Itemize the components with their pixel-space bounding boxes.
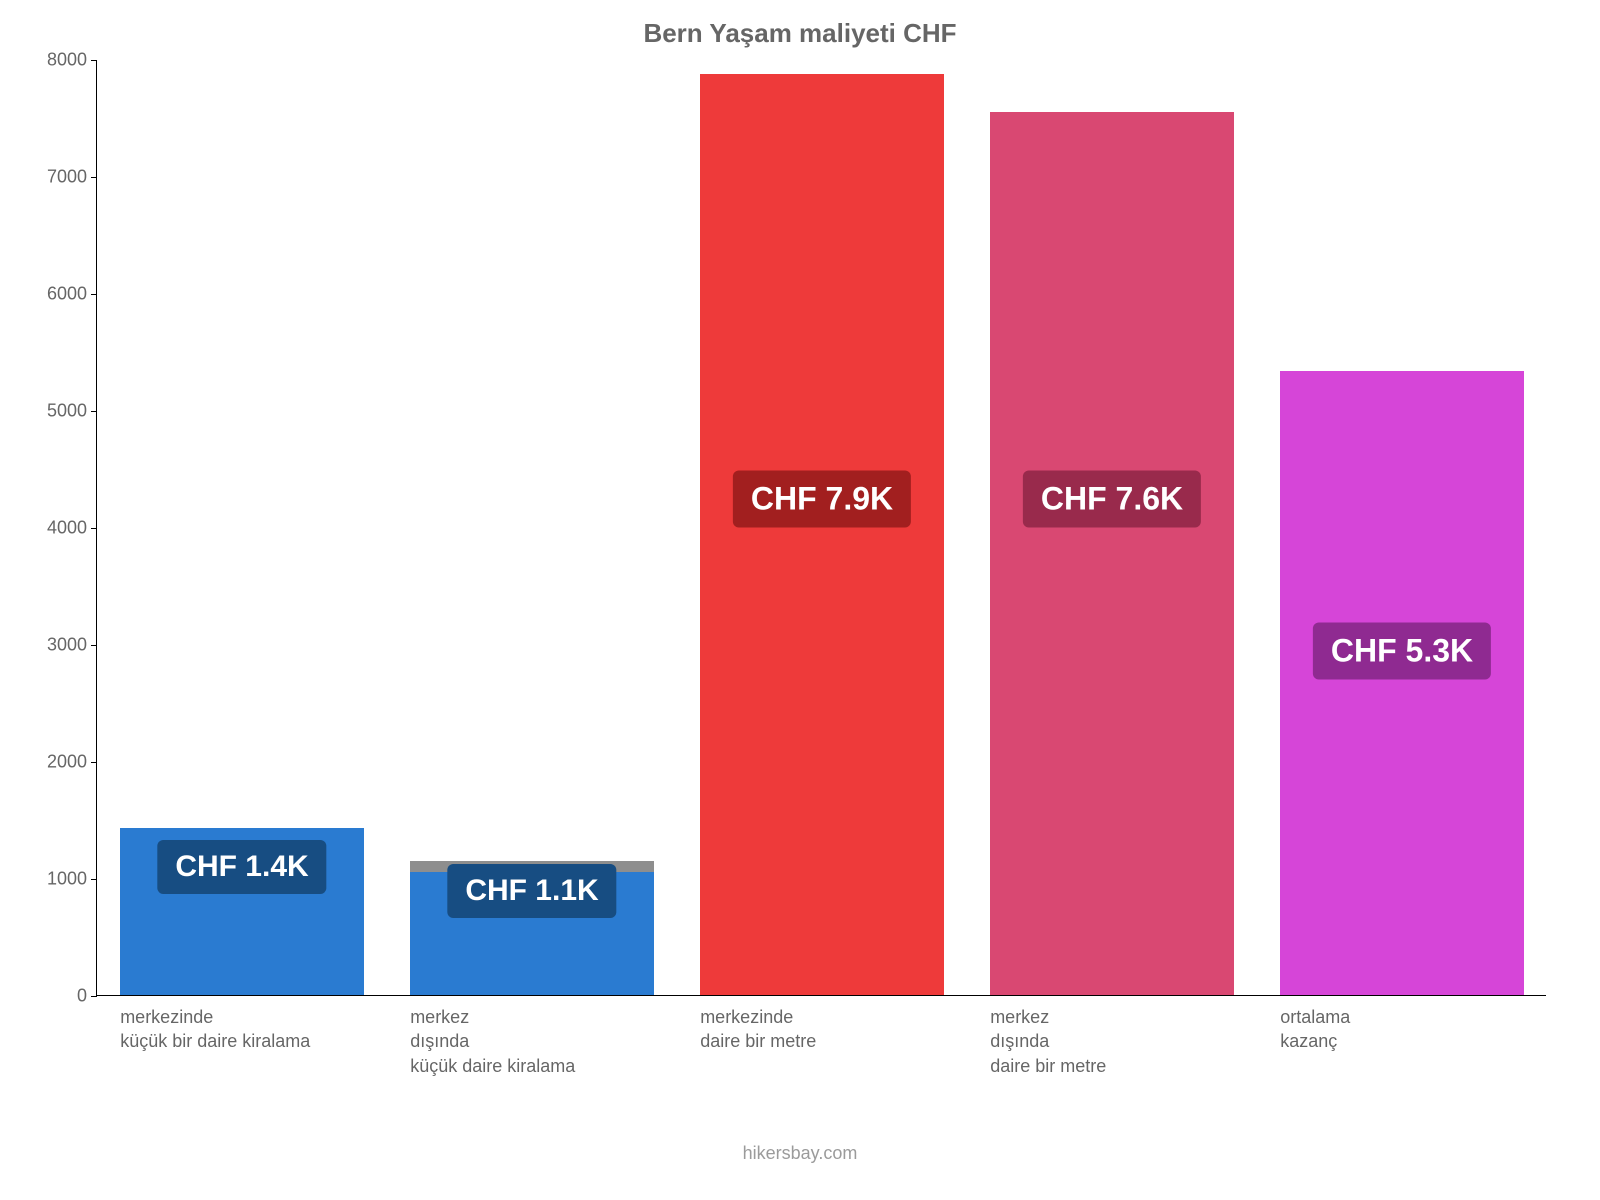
x-axis-label: merkezdışındaküçük daire kiralama [410,1005,575,1078]
bar [990,112,1234,995]
y-tick-mark [91,762,97,763]
y-tick-mark [91,411,97,412]
x-axis-label-line: daire bir metre [700,1029,816,1053]
x-axis-label: ortalamakazanç [1280,1005,1350,1054]
x-axis-label-line: küçük daire kiralama [410,1054,575,1078]
y-tick-label: 5000 [47,401,87,422]
x-axis-label-line: kazanç [1280,1029,1350,1053]
x-axis-label-line: daire bir metre [990,1054,1106,1078]
y-tick-mark [91,879,97,880]
x-axis-label-line: merkez [990,1005,1106,1029]
y-tick-mark [91,996,97,997]
y-tick-label: 3000 [47,635,87,656]
bar-value-label: CHF 7.6K [1023,470,1201,527]
x-axis-label: merkezindeküçük bir daire kiralama [120,1005,310,1054]
y-tick-mark [91,294,97,295]
y-tick-mark [91,60,97,61]
bar [700,74,944,995]
bar-value-label: CHF 7.9K [733,470,911,527]
x-axis-label-line: dışında [410,1029,575,1053]
x-axis-label: merkezdışındadaire bir metre [990,1005,1106,1078]
chart-title: Bern Yaşam maliyeti CHF [0,18,1600,49]
y-tick-label: 8000 [47,50,87,71]
x-axis-label-line: merkezinde [120,1005,310,1029]
y-tick-label: 7000 [47,167,87,188]
bar-value-label: CHF 1.4K [157,840,326,894]
y-tick-label: 6000 [47,284,87,305]
plot-area: merkezindeküçük bir daire kiralamamerkez… [96,60,1546,996]
x-axis-label-line: dışında [990,1029,1106,1053]
x-axis-label-line: merkez [410,1005,575,1029]
bar-value-label: CHF 5.3K [1313,622,1491,679]
y-tick-mark [91,528,97,529]
chart-container: Bern Yaşam maliyeti CHF merkezindeküçük … [0,0,1600,1200]
y-tick-mark [91,645,97,646]
x-axis-label-line: ortalama [1280,1005,1350,1029]
bar-value-label: CHF 1.1K [447,864,616,918]
attribution-text: hikersbay.com [0,1143,1600,1164]
x-axis-label: merkezindedaire bir metre [700,1005,816,1054]
y-tick-label: 2000 [47,752,87,773]
y-tick-mark [91,177,97,178]
y-tick-label: 1000 [47,869,87,890]
x-axis-label-line: küçük bir daire kiralama [120,1029,310,1053]
bar [1280,371,1524,995]
x-axis-label-line: merkezinde [700,1005,816,1029]
y-tick-label: 0 [77,986,87,1007]
y-tick-label: 4000 [47,518,87,539]
